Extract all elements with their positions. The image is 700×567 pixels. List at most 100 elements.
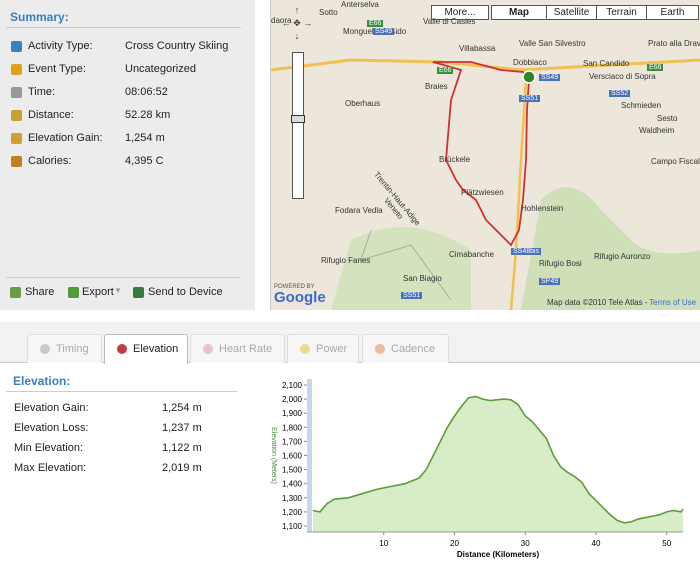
share-icon bbox=[10, 287, 21, 298]
tab[interactable]: Power bbox=[287, 334, 359, 363]
row-icon bbox=[11, 110, 22, 121]
row-value: Cross Country Skiing bbox=[125, 40, 229, 52]
place-label: daora bbox=[271, 16, 292, 25]
row-icon bbox=[11, 41, 22, 52]
road-shield: SP49 bbox=[539, 278, 561, 285]
tab-icon bbox=[375, 344, 385, 354]
road-shield: E66 bbox=[647, 64, 664, 71]
row-label: Event Type: bbox=[28, 63, 86, 75]
row-value: 1,254 m bbox=[125, 132, 165, 144]
google-logo: Google bbox=[274, 289, 326, 306]
road bbox=[509, 79, 528, 310]
map-button[interactable]: More... bbox=[431, 5, 489, 20]
summary-panel: Summary: Share Export ▼ Send to Device A… bbox=[0, 0, 255, 310]
place-label: Rifugio Fanes bbox=[321, 256, 371, 265]
place-label: Versciaco di Sopra bbox=[589, 72, 656, 81]
place-label: Plätzwiesen bbox=[461, 188, 504, 197]
y-tick-label: 1,300 bbox=[282, 494, 303, 503]
row-label: Min Elevation: bbox=[14, 442, 84, 454]
route bbox=[432, 61, 530, 247]
terrain bbox=[331, 227, 471, 310]
place-label: Brückele bbox=[439, 155, 471, 164]
elevation-chart: 1,100 1,200 1,300 1,400 1,500 1,600 1,700 1,800… bbox=[270, 379, 684, 559]
row-icon bbox=[11, 87, 22, 98]
x-axis-label: Distance (Kilometers) bbox=[457, 550, 540, 559]
road-shield: SS49 bbox=[539, 74, 561, 81]
place-label: San Candido bbox=[583, 59, 630, 68]
y-tick-label: 1,800 bbox=[282, 423, 303, 432]
road-shield: SS48bis bbox=[511, 248, 542, 255]
y-tick-label: 1,100 bbox=[282, 522, 303, 531]
place-label: Prato alla Drava bbox=[648, 39, 700, 48]
y-tick-label: 2,000 bbox=[282, 395, 303, 404]
y-tick-label: 1,600 bbox=[282, 452, 303, 461]
x-tick-label: 50 bbox=[662, 539, 671, 548]
export-button[interactable]: Export bbox=[82, 286, 114, 298]
tab-icon bbox=[40, 344, 50, 354]
road bbox=[271, 58, 700, 72]
tab-label: Power bbox=[316, 343, 348, 355]
row-icon bbox=[11, 133, 22, 144]
y-tick-label: 1,700 bbox=[282, 437, 303, 446]
terrain bbox=[521, 187, 700, 310]
place-label: Sesto bbox=[657, 114, 678, 123]
row-label: Activity Type: bbox=[28, 40, 93, 52]
tab[interactable]: Heart Rate bbox=[190, 334, 285, 363]
y-axis-label: Elevation (Meters) bbox=[270, 427, 277, 484]
y-tick-label: 1,200 bbox=[282, 508, 303, 517]
map-button[interactable]: Earth bbox=[646, 5, 699, 20]
tab-icon bbox=[203, 344, 213, 354]
pan-control[interactable]: ↑ ← ✥ → ↓ bbox=[281, 5, 313, 41]
place-label: Rifugio Bosi bbox=[539, 259, 582, 268]
share-button[interactable]: Share bbox=[25, 286, 55, 298]
zoom-slider[interactable] bbox=[292, 52, 304, 199]
y-tick-label: 2,100 bbox=[282, 381, 303, 390]
divider bbox=[6, 27, 241, 28]
area bbox=[313, 396, 683, 532]
row-label: Elevation Gain: bbox=[14, 402, 89, 414]
y-axis-bar bbox=[307, 379, 312, 532]
map-button[interactable]: Satellite bbox=[546, 5, 597, 20]
divider bbox=[6, 391, 237, 392]
tab[interactable]: Elevation bbox=[104, 334, 188, 364]
tab-label: Heart Rate bbox=[219, 343, 273, 355]
row-label: Calories: bbox=[28, 155, 72, 167]
map-button[interactable]: Terrain bbox=[596, 5, 647, 20]
divider bbox=[6, 277, 241, 278]
line bbox=[312, 395, 684, 524]
map-button[interactable]: Map bbox=[491, 5, 547, 20]
send-button[interactable]: Send to Device bbox=[148, 286, 223, 298]
elevation-title: Elevation: bbox=[13, 374, 71, 388]
tab[interactable]: Timing bbox=[27, 334, 102, 363]
tab-label: Cadence bbox=[391, 343, 436, 355]
row-label: Max Elevation: bbox=[14, 462, 87, 474]
road-shield: SS52 bbox=[609, 90, 631, 97]
tab-icon bbox=[117, 344, 127, 354]
tab-label: Elevation bbox=[133, 343, 179, 355]
row-icon bbox=[11, 156, 22, 167]
attribution: Map data ©2010 Tele Atlas - bbox=[547, 298, 648, 307]
map[interactable]: ↑ ← ✥ → ↓ More... Map Satellite Terrain Ea… bbox=[270, 0, 700, 310]
tab[interactable]: Cadence bbox=[362, 334, 449, 363]
row-label: Elevation Gain: bbox=[28, 132, 103, 144]
row-value: 1,237 m bbox=[162, 422, 202, 434]
tab-label: Timing bbox=[56, 343, 89, 355]
x-tick-label: 10 bbox=[379, 539, 388, 548]
place-label: Sotto bbox=[319, 8, 338, 17]
road-shield: E66 bbox=[367, 20, 384, 27]
dropdown-arrow[interactable]: ▼ bbox=[114, 286, 122, 295]
place-label: Anterselva bbox=[341, 0, 379, 9]
place-label: Campo Fiscalino bbox=[651, 157, 700, 166]
map-graphics bbox=[271, 58, 700, 310]
place-label: Fodara Vedla bbox=[335, 206, 383, 215]
row-value: 4,395 C bbox=[125, 155, 164, 167]
terms-link[interactable]: Terms of Use bbox=[649, 298, 697, 307]
road-shield: SS51 bbox=[519, 95, 541, 102]
y-tick-label: 1,900 bbox=[282, 409, 303, 418]
row-value: 1,254 m bbox=[162, 402, 202, 414]
tab-icon bbox=[300, 344, 310, 354]
place-label: Hohlenstein bbox=[521, 204, 564, 213]
zoom-handle[interactable] bbox=[291, 115, 305, 123]
summary-title: Summary: bbox=[10, 10, 69, 24]
